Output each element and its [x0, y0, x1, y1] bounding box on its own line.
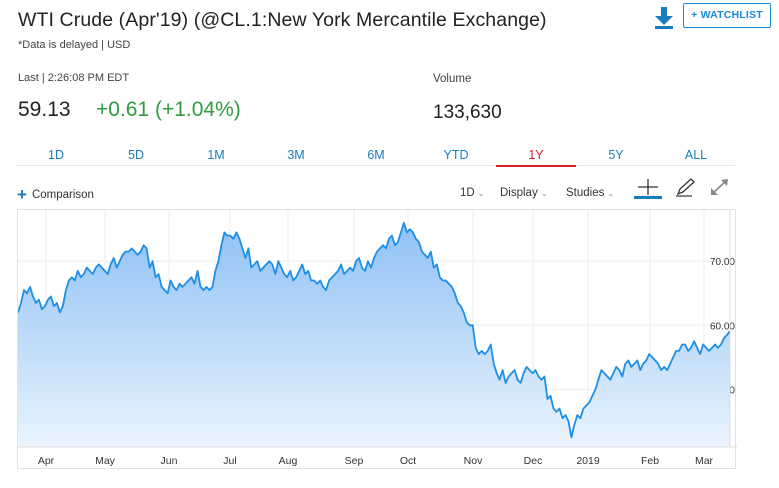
tab-ytd[interactable]: YTD: [443, 148, 469, 162]
x-tick-label: May: [95, 455, 116, 467]
studies-label: Studies: [566, 187, 605, 199]
x-tick-label: Jul: [223, 455, 236, 467]
download-icon[interactable]: [654, 5, 674, 29]
tab-6m[interactable]: 6M: [367, 148, 385, 162]
x-tick-label: Sep: [345, 455, 364, 467]
x-tick-label: Jun: [161, 455, 178, 467]
tab-all[interactable]: ALL: [684, 148, 708, 162]
x-tick-label: Oct: [400, 455, 416, 467]
expand-icon[interactable]: [706, 177, 734, 199]
x-tick-label: Dec: [524, 455, 543, 467]
volume-label: Volume: [433, 73, 472, 85]
last-price: 59.13: [18, 98, 71, 121]
display-dropdown[interactable]: Display ⌄: [500, 187, 547, 199]
x-tick-label: Feb: [641, 455, 659, 467]
chevron-down-icon: ⌄: [607, 189, 615, 198]
x-tick-label: Aug: [279, 455, 298, 467]
x-tick-label: 2019: [576, 455, 600, 467]
x-tick-label: Apr: [38, 455, 55, 467]
tab-1d[interactable]: 1D: [48, 148, 64, 162]
comparison-label: Comparison: [31, 189, 94, 201]
comparison-button[interactable]: + Comparison: [17, 185, 94, 205]
y-tick-label: 70.00: [710, 257, 735, 268]
interval-label: 1D: [460, 187, 475, 199]
delay-note: *Data is delayed | USD: [18, 39, 131, 51]
volume-value: 133,630: [433, 102, 502, 123]
tab-3m[interactable]: 3M: [287, 148, 305, 162]
price-chart[interactable]: Apr May Jun Jul Aug Sep Oct Nov Dec 2019 Feb Mar 70.…: [17, 209, 737, 469]
tab-5d[interactable]: 5D: [128, 148, 144, 162]
x-tick-label: Mar: [695, 455, 714, 467]
add-to-watchlist-button[interactable]: + WATCHLIST: [683, 3, 771, 28]
display-label: Display: [500, 187, 538, 199]
crosshair-icon[interactable]: [634, 177, 662, 199]
tab-5y[interactable]: 5Y: [608, 148, 624, 162]
x-tick-label: Nov: [464, 455, 483, 467]
studies-dropdown[interactable]: Studies ⌄: [566, 187, 614, 199]
price-series-line: [18, 221, 731, 439]
range-tabs: 1D 5D 1M 3M 6M YTD 1Y 5Y ALL: [16, 144, 735, 167]
tab-1y[interactable]: 1Y: [496, 144, 576, 167]
last-trade-label: Last | 2:26:08 PM EDT: [18, 72, 130, 84]
draw-pencil-icon[interactable]: [672, 177, 700, 199]
price-change: +0.61 (+1.04%): [96, 98, 241, 121]
plus-icon: +: [17, 185, 27, 204]
interval-dropdown[interactable]: 1D ⌄: [460, 187, 484, 199]
page-title: WTI Crude (Apr'19) (@CL.1:New York Merca…: [18, 9, 547, 31]
chevron-down-icon: ⌄: [477, 189, 485, 198]
price-chart-svg: Apr May Jun Jul Aug Sep Oct Nov Dec 2019 Feb Mar 70.…: [18, 210, 737, 467]
y-tick-label: 60.00: [710, 321, 735, 332]
tab-1m[interactable]: 1M: [207, 148, 225, 162]
chevron-down-icon: ⌄: [540, 189, 548, 198]
